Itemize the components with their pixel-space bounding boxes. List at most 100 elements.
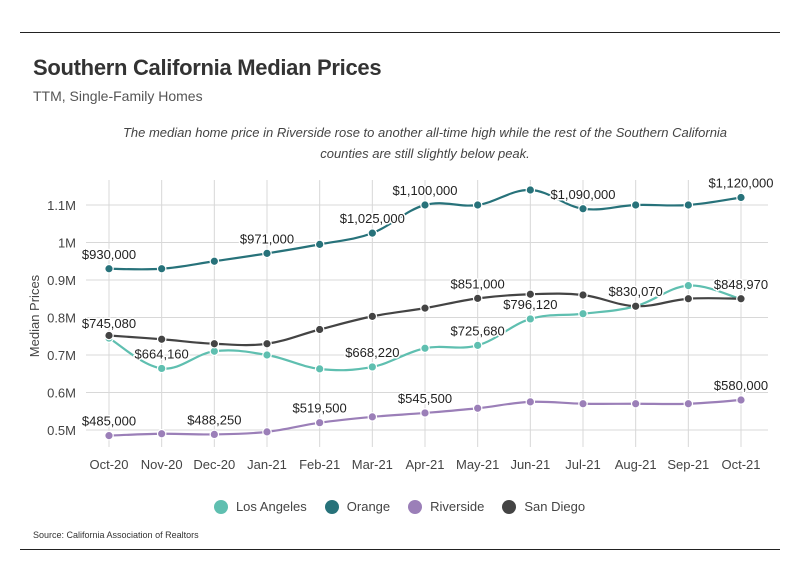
data-point-riverside [630, 398, 641, 409]
data-point-riverside [209, 429, 220, 440]
data-label-los-angeles: $745,080 [82, 316, 136, 331]
x-tick-label: Jul-21 [565, 457, 600, 472]
legend-item-orange[interactable]: Orange [324, 499, 391, 514]
data-point-san-diego [525, 289, 536, 300]
data-point-los-angeles [420, 343, 430, 354]
data-point-san-diego [367, 311, 378, 322]
chart-subtitle: TTM, Single-Family Homes [33, 88, 203, 104]
y-tick-label: 0.9M [47, 273, 76, 288]
data-point-los-angeles [156, 363, 167, 374]
data-point-orange [736, 192, 746, 203]
data-point-orange [262, 248, 272, 259]
x-tick-label: Nov-20 [141, 457, 183, 472]
x-tick-label: Oct-21 [721, 457, 760, 472]
data-label-san-diego: $830,070 [609, 284, 663, 299]
y-tick-label: 0.8M [47, 311, 76, 326]
data-point-orange [630, 200, 641, 210]
y-tick-label: 1.1M [47, 198, 76, 213]
data-point-riverside [736, 395, 746, 405]
data-label-riverside: $485,000 [82, 414, 136, 429]
legend-swatch-riverside [408, 499, 423, 514]
legend-label-san-diego: San Diego [524, 499, 586, 514]
y-tick-label: 1M [58, 236, 76, 251]
top-rule [20, 32, 780, 33]
data-point-orange [420, 200, 430, 210]
data-label-los-angeles: $664,160 [135, 346, 189, 361]
data-point-orange [683, 200, 694, 210]
data-point-los-angeles [683, 280, 694, 291]
data-point-riverside [525, 397, 536, 407]
x-tick-label: Sep-21 [667, 457, 709, 472]
x-tick-label: Jan-21 [247, 457, 287, 472]
data-point-orange [209, 256, 220, 267]
x-tick-label: Feb-21 [299, 457, 340, 472]
data-point-los-angeles [525, 314, 536, 324]
chart-title: Southern California Median Prices [33, 55, 382, 80]
y-tick-label: 0.6M [47, 386, 76, 401]
legend: Los Angeles Orange Riverside San Diego [0, 499, 799, 514]
data-point-los-angeles [472, 340, 483, 351]
x-tick-label: Oct-20 [89, 457, 128, 472]
legend-label-orange: Orange [346, 499, 391, 514]
data-label-orange: $1,025,000 [340, 211, 405, 226]
data-point-los-angeles [314, 364, 325, 374]
data-label-los-angeles: $668,220 [345, 345, 399, 360]
data-point-orange [472, 200, 483, 210]
data-label-orange: $1,120,000 [708, 176, 773, 191]
y-tick-label: 0.5M [47, 423, 76, 438]
data-label-riverside: $545,500 [398, 391, 452, 406]
legend-item-los-angeles[interactable]: Los Angeles [213, 499, 307, 514]
data-label-san-diego: $851,000 [451, 276, 505, 291]
data-point-orange [525, 185, 536, 195]
data-point-los-angeles [367, 362, 378, 372]
legend-swatch-san-diego [502, 499, 517, 514]
data-point-san-diego [262, 338, 272, 349]
data-label-orange: $971,000 [240, 231, 294, 246]
legend-swatch-orange [324, 499, 339, 514]
data-point-riverside [420, 408, 430, 418]
data-label-orange: $1,090,000 [550, 187, 615, 202]
data-point-orange [578, 203, 588, 214]
data-point-san-diego [683, 293, 694, 304]
x-tick-label: Mar-21 [352, 457, 393, 472]
data-point-san-diego [736, 293, 746, 304]
data-point-san-diego [472, 293, 483, 304]
data-label-orange: $1,100,000 [392, 183, 457, 198]
data-point-los-angeles [262, 350, 272, 360]
data-point-riverside [472, 403, 483, 414]
data-label-riverside: $488,250 [187, 412, 241, 427]
y-tick-label: 0.7M [47, 348, 76, 363]
data-point-riverside [578, 398, 588, 409]
data-label-los-angeles: $796,120 [503, 297, 557, 312]
x-tick-label: May-21 [456, 457, 499, 472]
x-tick-label: Apr-21 [405, 457, 444, 472]
chart-annotation: The median home price in Riverside rose … [122, 125, 728, 161]
x-tick-label: Jun-21 [510, 457, 550, 472]
source-note: Source: California Association of Realto… [33, 530, 199, 540]
data-label-los-angeles: $848,970 [714, 277, 768, 292]
data-label-riverside: $580,000 [714, 378, 768, 393]
data-point-orange [367, 228, 378, 238]
legend-swatch-los-angeles [213, 499, 228, 514]
data-point-san-diego [578, 290, 588, 300]
data-point-san-diego [314, 324, 325, 335]
data-point-orange [104, 263, 114, 274]
data-point-san-diego [156, 334, 167, 345]
data-label-orange: $930,000 [82, 247, 136, 262]
legend-label-los-angeles: Los Angeles [235, 499, 307, 514]
data-point-san-diego [104, 330, 114, 341]
data-point-san-diego [209, 338, 220, 349]
legend-item-riverside[interactable]: Riverside [408, 499, 484, 514]
data-point-riverside [314, 417, 325, 428]
data-point-riverside [262, 427, 272, 437]
y-axis-label: Median Prices [27, 274, 42, 357]
data-label-los-angeles: $725,680 [451, 323, 505, 338]
legend-item-san-diego[interactable]: San Diego [502, 499, 585, 514]
data-point-san-diego [420, 303, 430, 313]
data-point-orange [156, 263, 167, 274]
data-label-riverside: $519,500 [293, 401, 347, 416]
data-point-riverside [683, 398, 694, 409]
bottom-rule [20, 549, 780, 550]
legend-label-riverside: Riverside [430, 499, 485, 514]
